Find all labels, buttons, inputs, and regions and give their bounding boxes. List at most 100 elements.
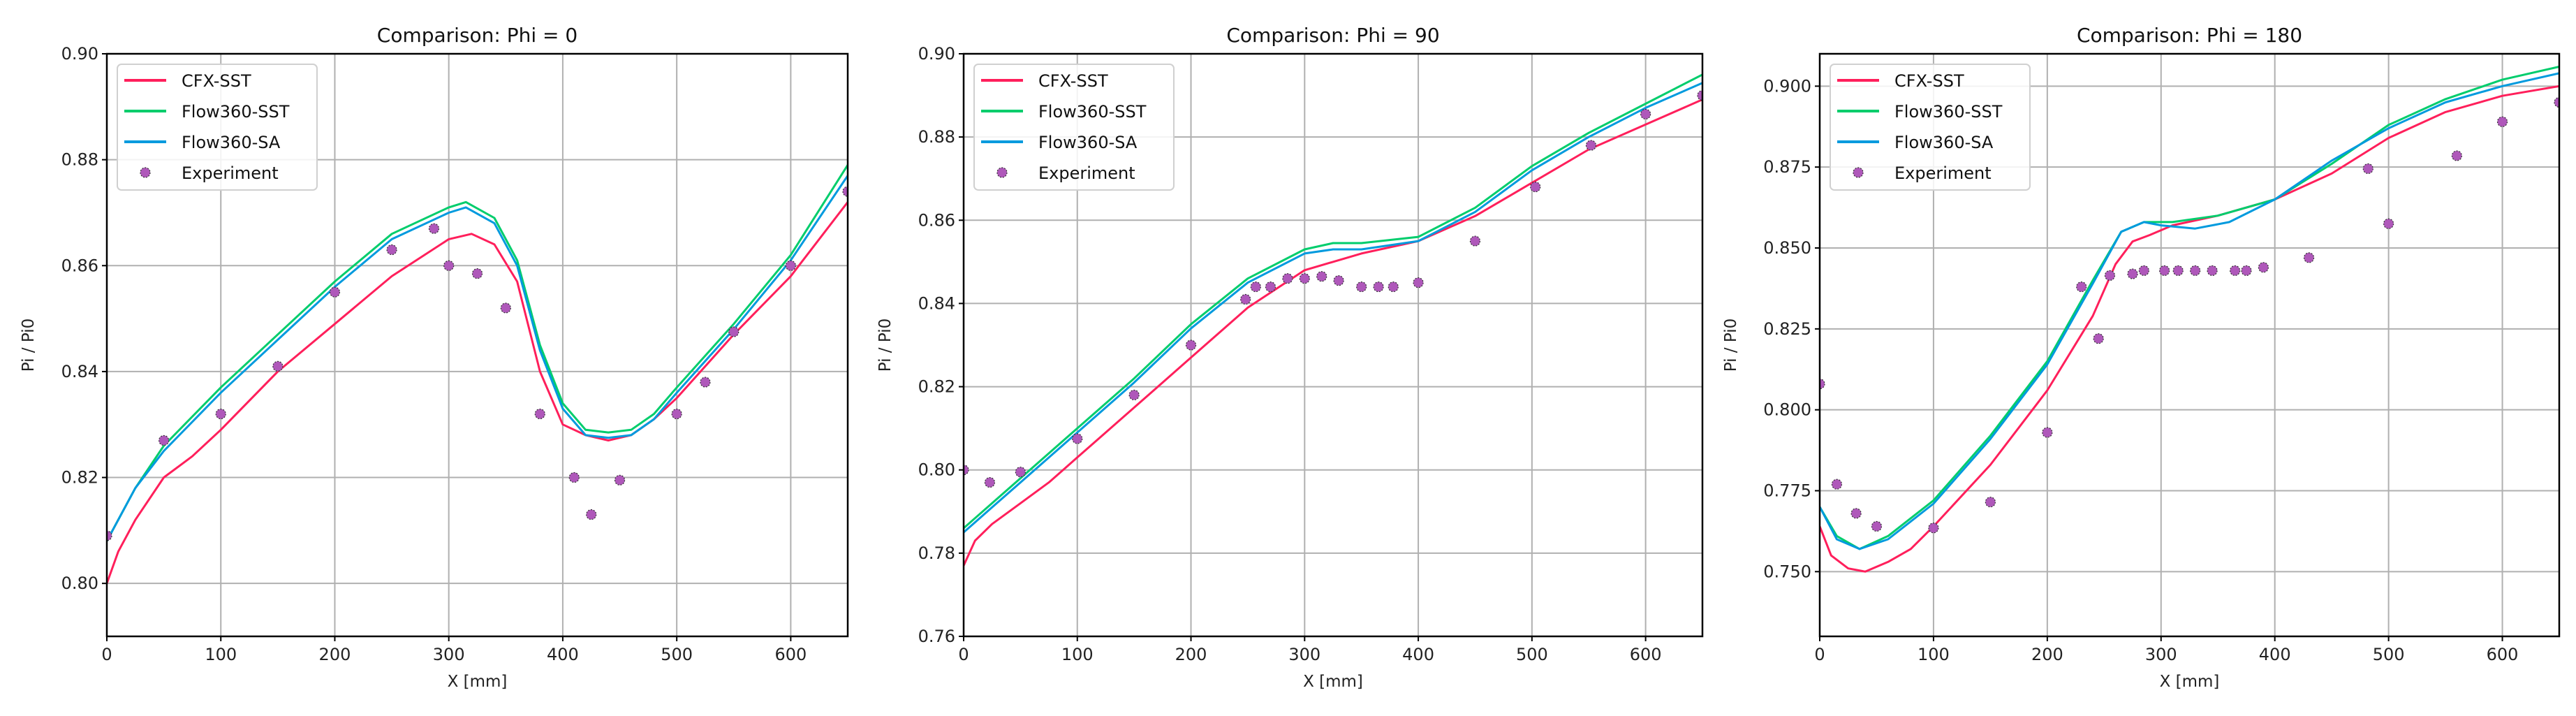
x-tick-label: 300: [1288, 645, 1320, 664]
x-tick-label: 0: [1814, 645, 1825, 664]
experiment-point: [1530, 182, 1541, 193]
experiment-point: [2093, 333, 2104, 344]
series-line-flow360-sa: [107, 175, 848, 542]
series-line-cfx-sst: [107, 201, 848, 584]
experiment-point: [2258, 262, 2269, 273]
x-tick-label: 600: [1630, 645, 1662, 664]
experiment-point: [2383, 218, 2394, 229]
experiment-point: [443, 260, 455, 271]
x-tick-label: 400: [2259, 645, 2291, 664]
experiment-point: [159, 434, 170, 446]
chart-title: Comparison: Phi = 90: [1226, 24, 1439, 47]
experiment-point: [471, 268, 483, 279]
experiment-point: [1413, 277, 1424, 288]
y-tick-label: 0.775: [1763, 481, 1811, 501]
x-tick-label: 200: [2031, 645, 2063, 664]
legend-label: CFX-SST: [1038, 71, 1108, 91]
experiment-point: [1015, 467, 1026, 478]
plot-area: [964, 73, 1702, 567]
experiment-point: [1697, 89, 1702, 101]
y-tick-label: 0.875: [1763, 157, 1811, 177]
plot-area: [107, 164, 848, 584]
axes-frame: [105, 52, 849, 638]
axes-frame: [962, 52, 1704, 638]
experiment-point: [1585, 140, 1597, 151]
series-line-flow360-sa: [1820, 72, 2559, 550]
chart-title: Comparison: Phi = 0: [377, 24, 577, 47]
experiment-point: [534, 408, 545, 420]
experiment-point: [671, 408, 682, 420]
legend-label: CFX-SST: [1894, 71, 1964, 91]
y-tick-label: 0.80: [918, 460, 955, 480]
experiment-point: [1388, 282, 1399, 293]
x-tick-label: 400: [1402, 645, 1434, 664]
legend-label: Flow360-SST: [1894, 102, 2003, 122]
experiment-point: [107, 530, 112, 541]
y-axis-label: Pi / Pi0: [876, 319, 895, 372]
experiment-point: [1640, 108, 1651, 119]
legend-box: [1830, 64, 2031, 191]
legend-label: Experiment: [1038, 163, 1135, 183]
experiment-point: [428, 223, 440, 234]
experiment-point: [1928, 523, 1939, 534]
experiment-point: [1871, 520, 1883, 532]
experiment-point: [1128, 389, 1140, 401]
x-tick-label: 300: [2145, 645, 2177, 664]
axes-frame: [1818, 52, 2561, 638]
y-tick-label: 0.750: [1763, 562, 1811, 581]
y-tick-label: 0.88: [918, 127, 955, 147]
experiment-point: [2042, 427, 2053, 438]
experiment-point: [1185, 339, 1197, 351]
experiment-point: [2104, 270, 2116, 281]
legend-label: Flow360-SST: [182, 102, 290, 122]
experiment-point: [1265, 282, 1276, 293]
experiment-point: [2362, 163, 2373, 175]
experiment-point: [2496, 116, 2508, 127]
experiment-point: [728, 326, 739, 337]
experiment-point: [2554, 96, 2559, 108]
x-tick-label: 100: [1061, 645, 1094, 664]
x-tick-label: 600: [2487, 645, 2519, 664]
experiment-point: [1850, 508, 1862, 519]
legend-label: Flow360-SST: [1038, 102, 1147, 122]
experiment-point: [2230, 265, 2241, 277]
legend: CFX-SST Flow360-SST Flow360-SA Experiment: [117, 64, 318, 191]
y-tick-label: 0.82: [61, 468, 98, 488]
y-tick-label: 0.84: [61, 362, 98, 381]
y-tick-label: 0.800: [1763, 400, 1811, 420]
legend-swatch-marker: [140, 167, 151, 178]
experiment-point: [329, 286, 341, 298]
y-tick-label: 0.850: [1763, 238, 1811, 258]
experiment-point: [215, 408, 226, 420]
experiment-point: [2172, 265, 2184, 277]
x-tick-label: 0: [101, 645, 112, 664]
x-tick-label: 500: [2373, 645, 2405, 664]
y-tick-label: 0.86: [61, 256, 98, 275]
experiment-point: [1316, 271, 1327, 282]
chart-1: 0 100 200 300 400 500 600 0.76 0.78 0.80 0.82 0.84 0…: [876, 24, 1704, 691]
experiment-point: [2076, 282, 2087, 293]
chart-0: 0 100 200 300 400 500 600 0.80 0.82 0.84 0.86 0.88 0…: [20, 24, 849, 691]
experiment-point: [2159, 265, 2170, 277]
y-tick-label: 0.90: [61, 44, 98, 64]
y-tick-label: 0.825: [1763, 319, 1811, 339]
experiment-point: [1356, 282, 1367, 293]
experiment-point: [568, 472, 580, 483]
experiment-point: [2127, 268, 2138, 279]
legend: CFX-SST Flow360-SST Flow360-SA Experiment: [1830, 64, 2031, 191]
experiment-point: [1985, 497, 1996, 508]
y-tick-label: 0.900: [1763, 76, 1811, 96]
series-line-flow360-sst: [964, 73, 1702, 529]
legend-label: Experiment: [182, 163, 279, 183]
x-tick-label: 0: [958, 645, 969, 664]
chart-title: Comparison: Phi = 180: [2077, 24, 2302, 47]
experiment-point: [1469, 235, 1481, 247]
legend-label: Experiment: [1894, 163, 1992, 183]
x-tick-label: 500: [1516, 645, 1548, 664]
experiment-point: [2303, 252, 2315, 263]
experiment-point: [964, 465, 969, 476]
experiment-point: [2207, 265, 2218, 277]
experiment-point: [386, 244, 397, 256]
x-axis-label: X [mm]: [448, 673, 508, 691]
